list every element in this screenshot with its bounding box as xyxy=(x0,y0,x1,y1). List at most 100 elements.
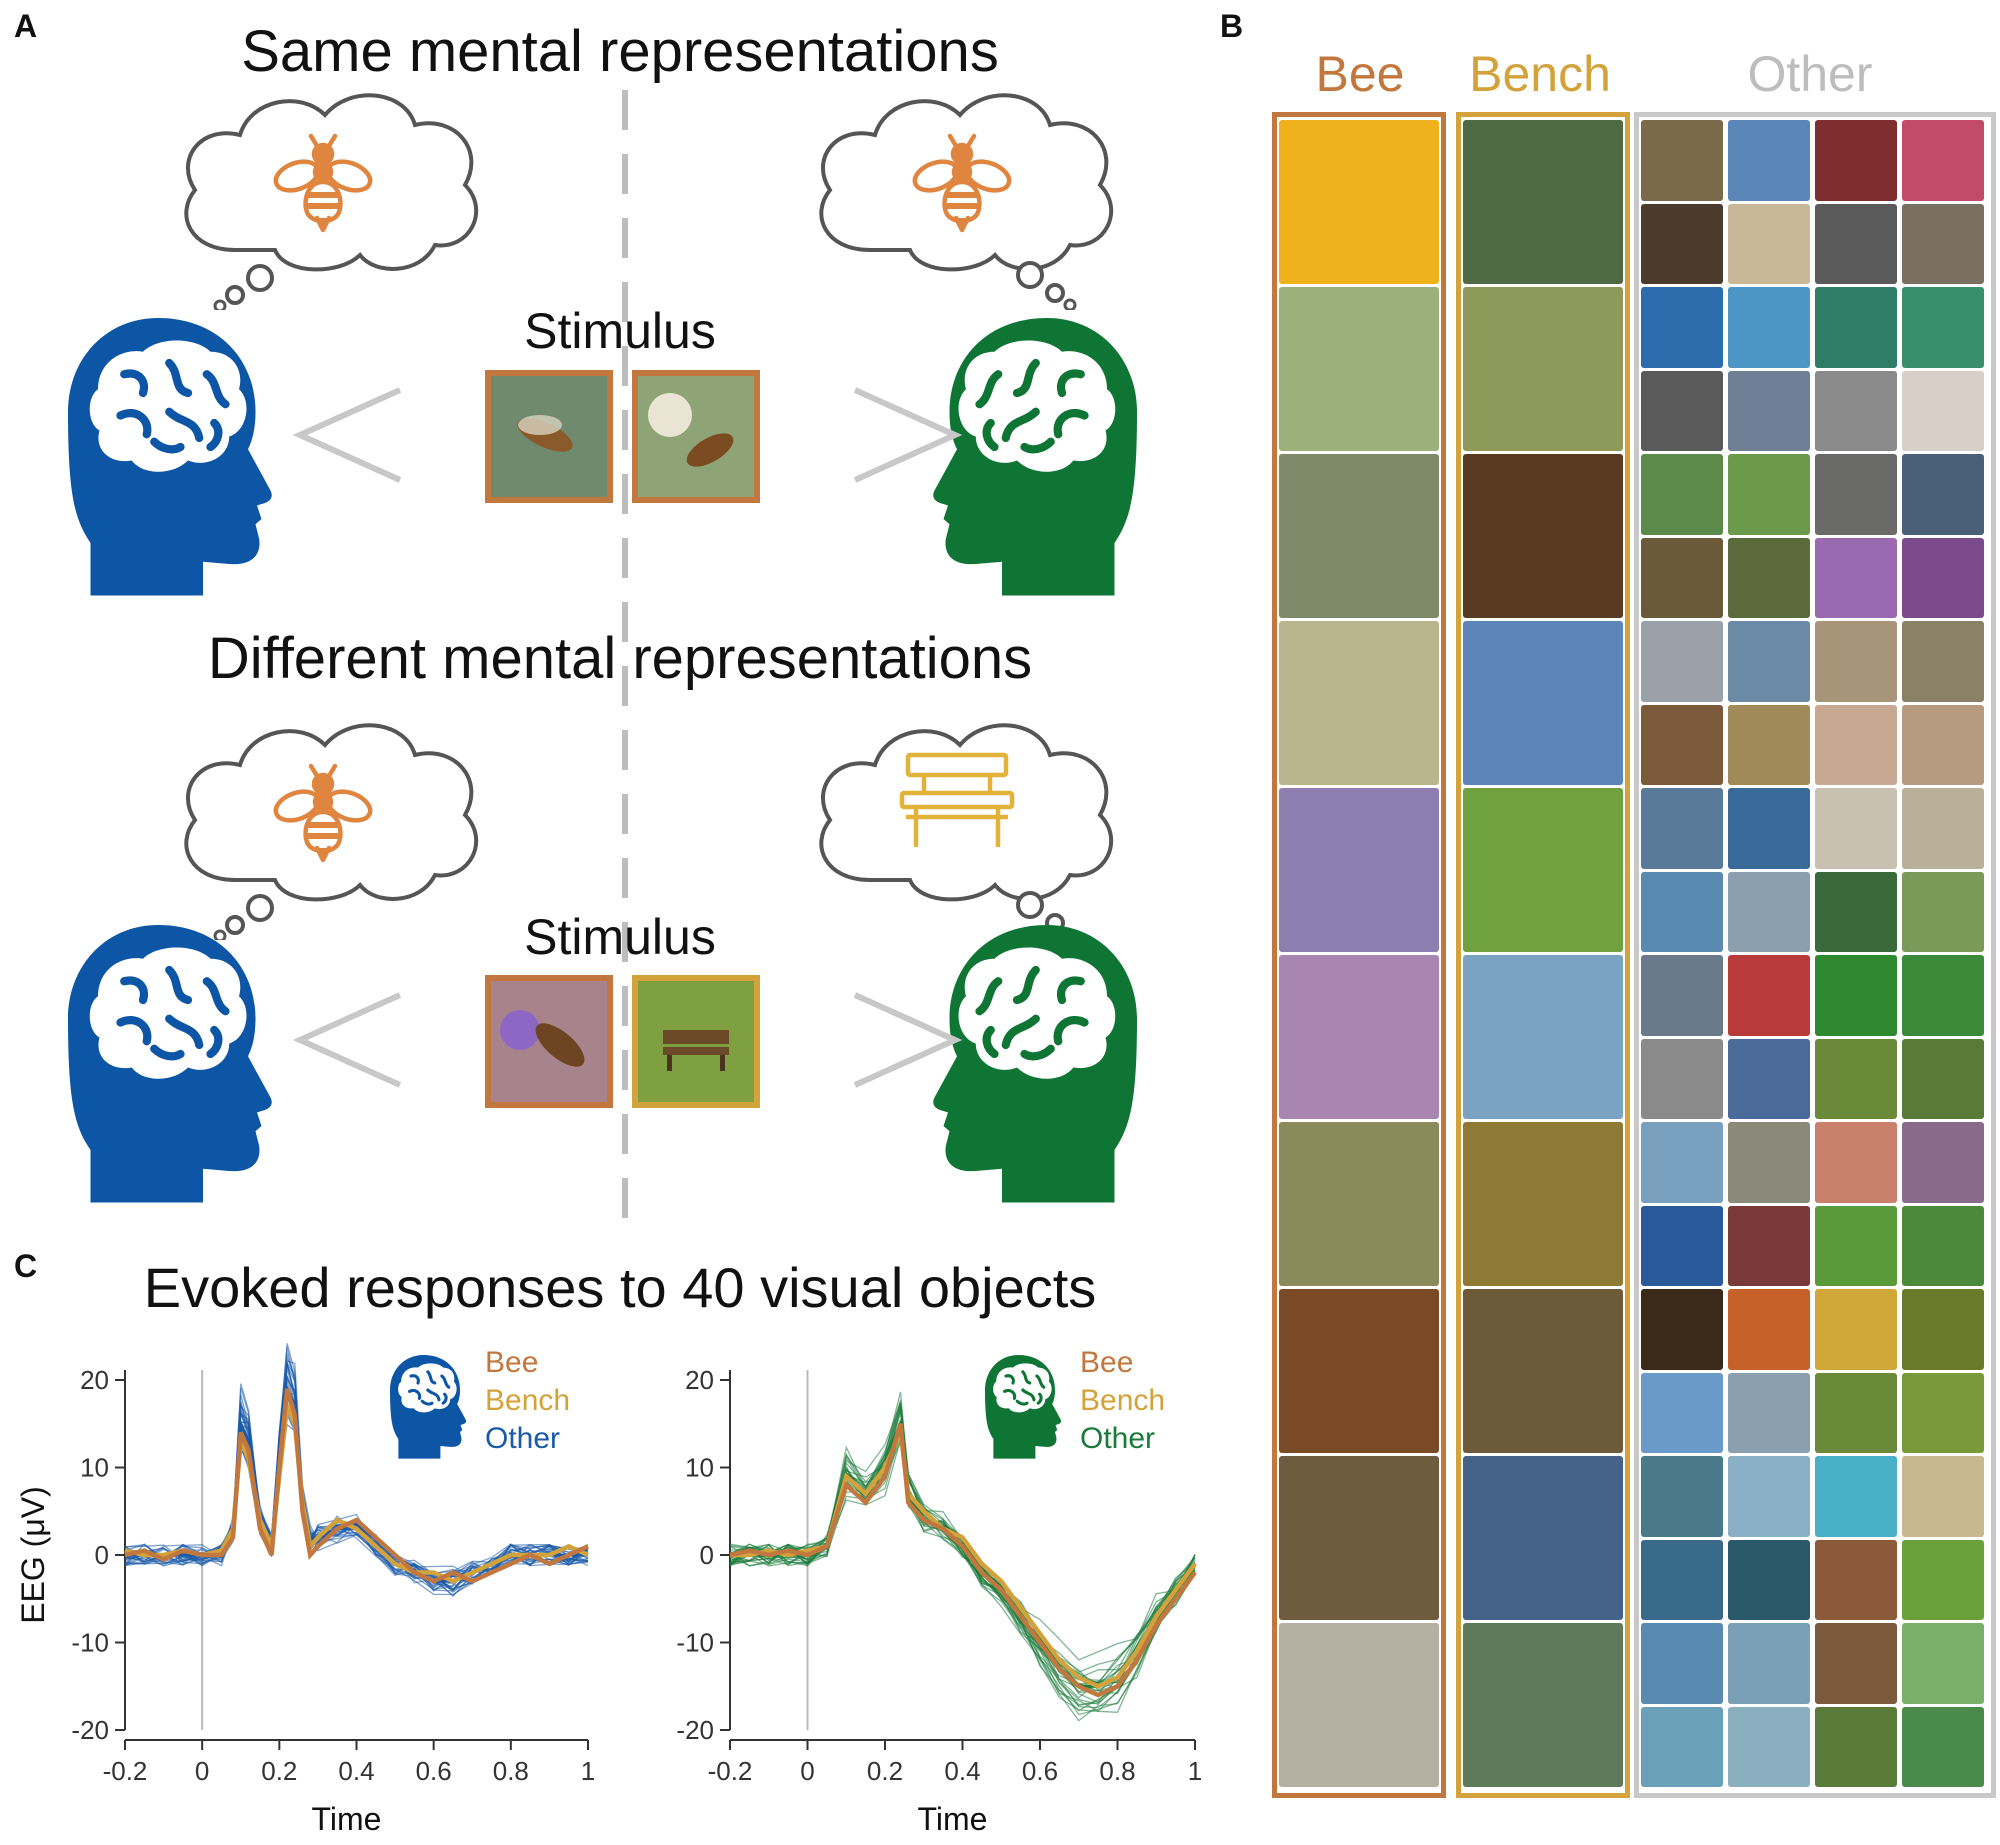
eeg-chart-green: 20 10 0 -10 -20 -0.2 0 0.2 0.4 0.6 0.8 1 Time Bee Benc… xyxy=(676,1346,1202,1837)
other-photo-tile xyxy=(1641,1289,1723,1370)
bee-photo-tile xyxy=(1279,1289,1439,1453)
other-photo-tile xyxy=(1728,1706,1810,1787)
brain-head-green-2 xyxy=(933,925,1137,1203)
other-photo-tile xyxy=(1641,454,1723,535)
panel-letter-a: A xyxy=(14,8,38,44)
other-photo-tile xyxy=(1641,287,1723,368)
other-photo-tile xyxy=(1728,454,1810,535)
other-photo-tile xyxy=(1728,704,1810,785)
x-tick-label: 0.4 xyxy=(944,1756,980,1786)
bench-photo-tile xyxy=(1463,454,1623,618)
column-header-other: Other xyxy=(1747,46,1873,102)
bee-photo-tile xyxy=(1279,1456,1439,1620)
x-tick-label: 1 xyxy=(581,1756,595,1786)
other-photo-tile xyxy=(1902,370,1984,451)
other-photo-tile xyxy=(1815,1623,1897,1704)
y-tick-label: -10 xyxy=(676,1628,714,1658)
bench-photo-tile xyxy=(1463,955,1623,1119)
y-tick-label: 10 xyxy=(80,1453,109,1483)
other-photo-tile xyxy=(1815,871,1897,952)
x-tick-label: 0.8 xyxy=(493,1756,529,1786)
other-photo-tile xyxy=(1815,537,1897,618)
panel-letter-c: C xyxy=(14,1248,38,1284)
other-photo-tile xyxy=(1902,203,1984,284)
bee-photo-tile xyxy=(1279,120,1439,284)
other-photo-tile xyxy=(1641,370,1723,451)
other-photo-tile xyxy=(1815,370,1897,451)
panel-c-title: Evoked responses to 40 visual objects xyxy=(143,1256,1097,1319)
x-tick-label: 0.4 xyxy=(338,1756,374,1786)
other-photo-tile xyxy=(1728,1289,1810,1370)
title-same-representations: Same mental representations xyxy=(241,19,999,84)
other-photo-tile xyxy=(1815,1038,1897,1119)
stimulus-pair-1 xyxy=(485,370,760,503)
other-photo-tile xyxy=(1815,1122,1897,1203)
individual-trace xyxy=(729,1436,1196,1681)
y-axis-label: EEG (μV) xyxy=(15,1486,51,1624)
other-photo-tile xyxy=(1815,788,1897,869)
other-photo-tile xyxy=(1815,1539,1897,1620)
y-tick-label: -20 xyxy=(676,1715,714,1745)
other-photo-tile xyxy=(1815,1706,1897,1787)
other-photo-tile xyxy=(1902,704,1984,785)
thought-cloud-right-1 xyxy=(819,93,1114,310)
eeg-chart-blue: 20 10 0 -10 -20 -0.2 0 0.2 0.4 0.6 0.8 1 Time EEG (μV… xyxy=(15,1343,595,1837)
series-line xyxy=(729,1423,1197,1698)
other-photo-tile xyxy=(1728,1372,1810,1453)
other-photo-tile xyxy=(1728,871,1810,952)
bench-photo-tile xyxy=(1463,1122,1623,1286)
other-photo-tile xyxy=(1728,1623,1810,1704)
other-photo-tile xyxy=(1728,1122,1810,1203)
other-photo-tile xyxy=(1728,370,1810,451)
other-photo-tile xyxy=(1902,1122,1984,1203)
other-photo-tile xyxy=(1641,788,1723,869)
other-photo-tile xyxy=(1641,871,1723,952)
y-tick-label: -20 xyxy=(71,1715,109,1745)
other-photo-tile xyxy=(1902,1289,1984,1370)
x-axis-label: Time xyxy=(918,1801,988,1837)
other-photo-tile xyxy=(1815,1205,1897,1286)
other-photo-tile xyxy=(1815,287,1897,368)
stimulus-label-2: Stimulus xyxy=(524,909,716,965)
title-different-representations: Different mental representations xyxy=(207,626,1033,691)
bee-photo-tile xyxy=(1279,287,1439,451)
other-photo-tile xyxy=(1641,203,1723,284)
x-tick-label: 0.6 xyxy=(1022,1756,1058,1786)
y-tick-label: 0 xyxy=(700,1540,714,1570)
stimulus-pair-2 xyxy=(485,975,760,1108)
other-photo-tile xyxy=(1641,621,1723,702)
other-photo-tile xyxy=(1902,120,1984,201)
other-photo-tile xyxy=(1902,1038,1984,1119)
other-photo-tile xyxy=(1728,1038,1810,1119)
bee-column-frame xyxy=(1272,112,1446,1798)
bee-photo-tile xyxy=(1279,1122,1439,1286)
thought-cloud-left-2 xyxy=(184,723,479,940)
other-photo-tile xyxy=(1815,454,1897,535)
other-photo-tile xyxy=(1902,1456,1984,1537)
x-tick-label: -0.2 xyxy=(708,1756,753,1786)
other-photo-tile xyxy=(1641,1539,1723,1620)
other-photo-tile xyxy=(1902,1205,1984,1286)
y-tick-label: 10 xyxy=(685,1453,714,1483)
other-photo-tile xyxy=(1728,537,1810,618)
x-tick-label: 0 xyxy=(800,1756,814,1786)
other-photo-tile xyxy=(1902,1623,1984,1704)
y-tick-label: 20 xyxy=(80,1365,109,1395)
bench-photo-tile xyxy=(1463,621,1623,785)
other-photo-tile xyxy=(1641,537,1723,618)
other-photo-tile xyxy=(1902,955,1984,1036)
thought-cloud-right-2 xyxy=(819,723,1114,940)
thought-cloud-left-1 xyxy=(184,93,479,310)
other-photo-tile xyxy=(1902,537,1984,618)
series-line xyxy=(124,1388,589,1584)
other-photo-tile xyxy=(1728,120,1810,201)
gaze-chevron-left-2 xyxy=(292,992,402,1088)
x-axis-label: Time xyxy=(312,1801,382,1837)
other-photo-tile xyxy=(1641,1122,1723,1203)
other-photo-tile xyxy=(1728,287,1810,368)
bee-photo-tile xyxy=(1279,788,1439,952)
other-photo-tile xyxy=(1815,120,1897,201)
y-tick-label: -10 xyxy=(71,1628,109,1658)
stimulus-label-1: Stimulus xyxy=(524,303,716,359)
y-tick-label: 0 xyxy=(95,1540,109,1570)
